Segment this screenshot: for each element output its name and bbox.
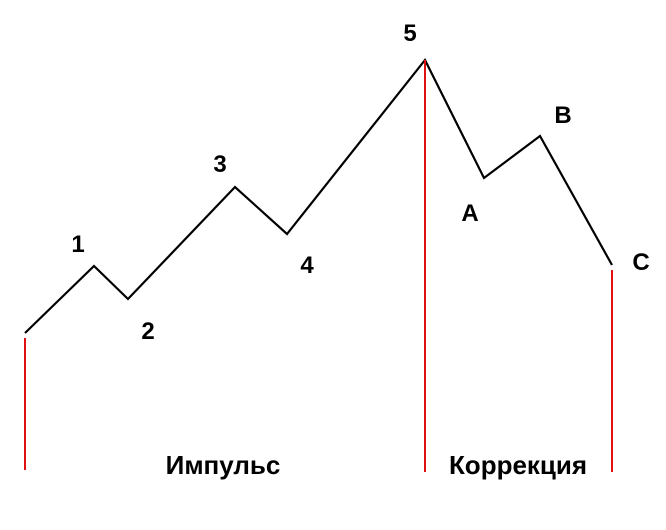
wave-path <box>24 57 613 334</box>
wave-label-3: 3 <box>213 151 226 178</box>
wave-label-c: C <box>632 249 649 276</box>
phase-label-correction: Коррекция <box>449 450 587 480</box>
wave-label-5: 5 <box>403 20 416 47</box>
wave-label-a: A <box>461 200 478 227</box>
wave-label-b: B <box>554 102 571 129</box>
phase-label-impulse: Импульс <box>166 450 281 480</box>
wave-label-1: 1 <box>71 231 84 258</box>
wave-label-4: 4 <box>300 252 314 279</box>
wave-label-2: 2 <box>141 318 154 345</box>
